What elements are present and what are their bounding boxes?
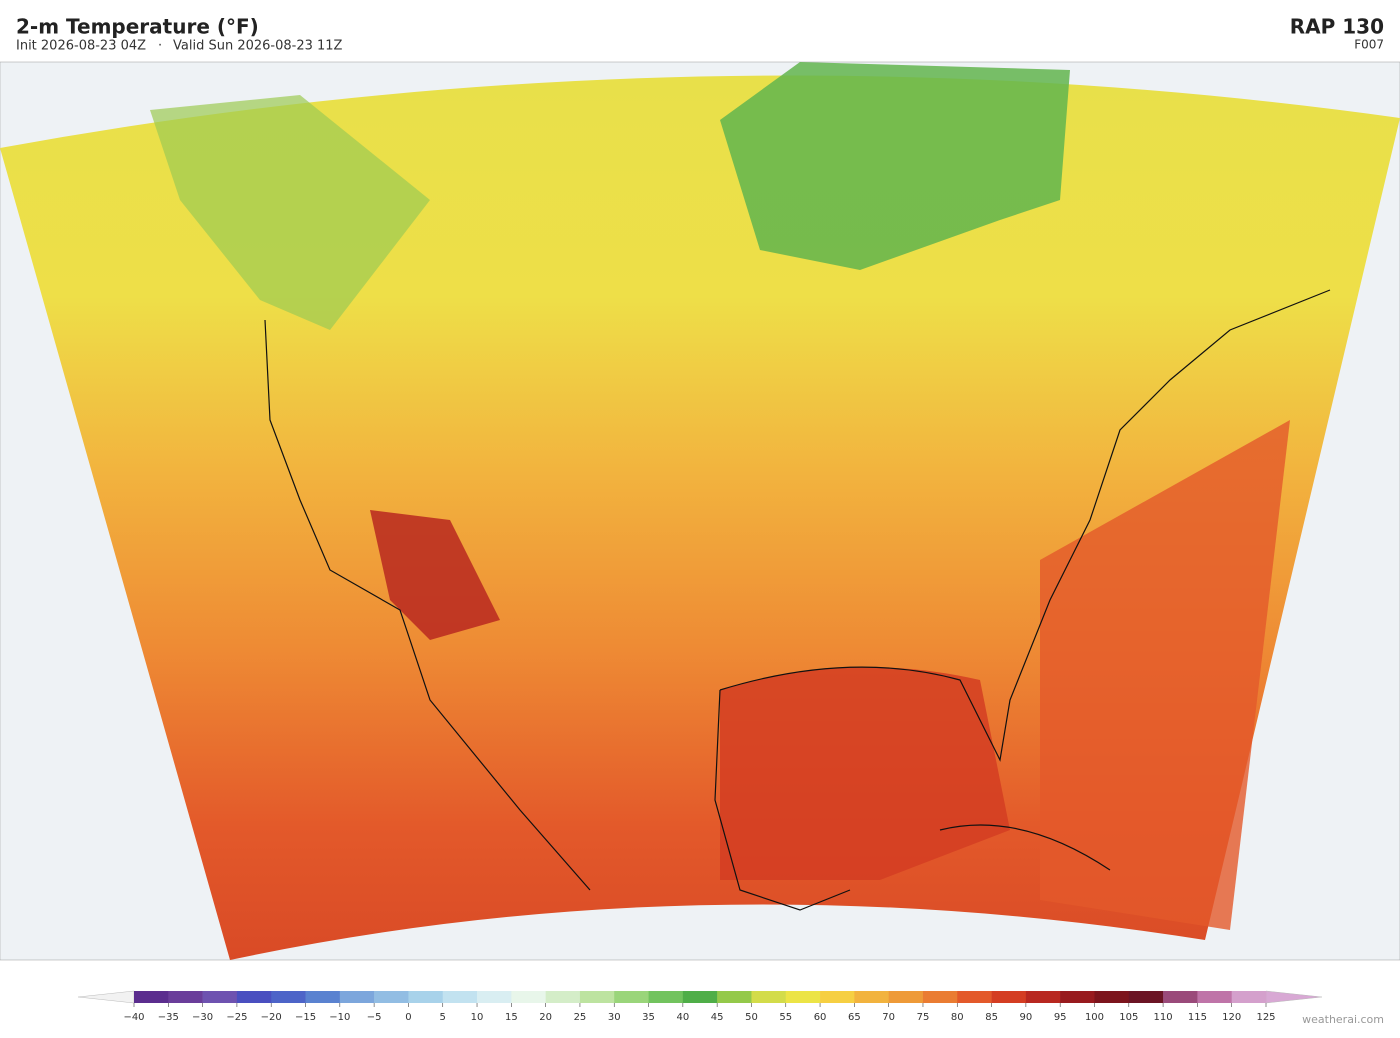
- colorbar-segment: [820, 991, 855, 1003]
- colorbar-segment: [614, 991, 649, 1003]
- colorbar-tick-label: 65: [848, 1012, 861, 1023]
- colorbar-tick-label: 85: [985, 1012, 998, 1023]
- colorbar-segment: [236, 991, 272, 1003]
- colorbar-segment: [957, 991, 992, 1003]
- colorbar-segment: [271, 991, 306, 1003]
- colorbar-tick-label: 55: [779, 1012, 792, 1023]
- colorbar-tick-label: 5: [440, 1012, 446, 1023]
- colorbar-high-extension: [1265, 990, 1323, 1004]
- gulf-warm-region: [720, 667, 1010, 880]
- west-coast: [264, 319, 591, 891]
- colorbar-segment: [751, 991, 787, 1003]
- colorbar-segment: [374, 991, 409, 1003]
- forecast-hour: F007: [1354, 38, 1384, 52]
- colorbar-low-extension: [77, 990, 135, 1004]
- colorbar-tick-label: 40: [676, 1012, 689, 1023]
- colorbar-segment: [1197, 991, 1232, 1003]
- colorbar-segment: [442, 991, 478, 1003]
- colorbar-segment: [511, 991, 546, 1003]
- colorbar-segment: [579, 991, 615, 1003]
- colorbar-tick-label: 110: [1154, 1012, 1173, 1023]
- colorbar-tick-label: 120: [1222, 1012, 1241, 1023]
- colorbar-segment: [1128, 991, 1164, 1003]
- colorbar-tick-label: 70: [882, 1012, 895, 1023]
- colorbar-tick-label: 45: [711, 1012, 724, 1023]
- east-coast: [719, 289, 1331, 762]
- colorbar-tick-label: −20: [261, 1012, 282, 1023]
- colorbar-segment: [648, 991, 684, 1003]
- colorbar-tick-label: 80: [951, 1012, 964, 1023]
- colorbar-tick-label: 105: [1119, 1012, 1138, 1023]
- atlantic-warm-region: [1040, 420, 1290, 930]
- colorbar-tick-label: 115: [1188, 1012, 1207, 1023]
- colorbar-segment: [1163, 991, 1198, 1003]
- colorbar-tick-label: 50: [745, 1012, 758, 1023]
- colorbar-tick-label: 125: [1256, 1012, 1275, 1023]
- colorbar-tick-label: 10: [471, 1012, 484, 1023]
- colorbar-segment: [339, 991, 375, 1003]
- cuba: [939, 824, 1111, 871]
- colorbar-tick-label: −40: [123, 1012, 144, 1023]
- colorbar-tick-label: 15: [505, 1012, 518, 1023]
- colorbar-tick-label: 20: [539, 1012, 552, 1023]
- cool-region: [720, 62, 1070, 270]
- colorbar-tick-label: 30: [608, 1012, 621, 1023]
- colorbar-segment: [991, 991, 1027, 1003]
- colorbar-tick-label: −15: [295, 1012, 316, 1023]
- colorbar-segment: [785, 991, 821, 1003]
- colorbar-tick-label: −5: [367, 1012, 382, 1023]
- title: 2-m Temperature (°F): [16, 15, 259, 39]
- hot-region: [370, 510, 500, 640]
- colorbar-segment: [477, 991, 512, 1003]
- colorbar-segment: [1094, 991, 1130, 1003]
- colorbar-segment: [1231, 991, 1267, 1003]
- coastlines: [264, 289, 1331, 911]
- temperature-field: [0, 62, 1400, 961]
- colorbar-tick-label: 25: [574, 1012, 587, 1023]
- cool-region: [150, 95, 430, 330]
- colorbar-tick-label: −30: [192, 1012, 213, 1023]
- colorbar-segment: [168, 991, 203, 1003]
- credit: weatherai.com: [1302, 1013, 1384, 1026]
- colorbar-segment: [888, 991, 924, 1003]
- separator: ·: [158, 39, 162, 54]
- colorbar-tick-label: 60: [814, 1012, 827, 1023]
- model-name: RAP 130: [1290, 15, 1384, 39]
- colorbar-segment: [134, 991, 169, 1003]
- colorbar-segment: [408, 991, 444, 1003]
- colorbar-tick-label: 35: [642, 1012, 655, 1023]
- colorbar-tick-label: 95: [1054, 1012, 1067, 1023]
- colorbar-segment: [717, 991, 752, 1003]
- colorbar-segment: [1025, 991, 1061, 1003]
- colorbar-segment: [305, 991, 341, 1003]
- colorbar-tick-label: 75: [917, 1012, 930, 1023]
- colorbar-tick-label: −35: [158, 1012, 179, 1023]
- init-time: Init 2026-08-23 04Z: [16, 39, 146, 54]
- mexico-coast: [714, 689, 851, 911]
- colorbar-segment: [682, 991, 718, 1003]
- valid-time: Valid Sun 2026-08-23 11Z: [173, 39, 343, 54]
- colorbar-segment: [1060, 991, 1095, 1003]
- colorbar-tick-label: 0: [405, 1012, 411, 1023]
- colorbar-segment: [202, 991, 238, 1003]
- colorbar-tick-label: 90: [1020, 1012, 1033, 1023]
- colorbar-tick-label: −10: [329, 1012, 350, 1023]
- colorbar-tick-label: −25: [226, 1012, 247, 1023]
- colorbar: −40 −35 −30 −25 −20 −15 −10 −5 0 5 10 15 20 25 30 35 40 4…: [77, 990, 1323, 1023]
- colorbar-segment: [922, 991, 958, 1003]
- colorbar-segment: [854, 991, 889, 1003]
- colorbar-tick-label: 100: [1085, 1012, 1104, 1023]
- colorbar-segment: [545, 991, 581, 1003]
